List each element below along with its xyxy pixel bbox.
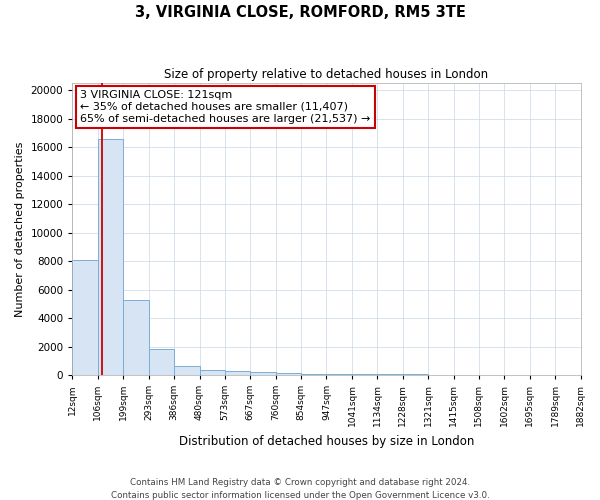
Bar [326, 374, 352, 375]
Bar [275, 373, 301, 375]
Bar [174, 366, 200, 375]
Bar [377, 374, 403, 375]
X-axis label: Distribution of detached houses by size in London: Distribution of detached houses by size … [179, 434, 474, 448]
Bar [123, 300, 149, 375]
Bar [98, 138, 123, 375]
Bar [301, 374, 326, 375]
Bar [73, 260, 98, 375]
Text: 3 VIRGINIA CLOSE: 121sqm
← 35% of detached houses are smaller (11,407)
65% of se: 3 VIRGINIA CLOSE: 121sqm ← 35% of detach… [80, 90, 370, 124]
Text: 3, VIRGINIA CLOSE, ROMFORD, RM5 3TE: 3, VIRGINIA CLOSE, ROMFORD, RM5 3TE [134, 5, 466, 20]
Bar [149, 350, 174, 375]
Bar [200, 370, 225, 375]
Bar [225, 372, 250, 375]
Bar [250, 372, 275, 375]
Y-axis label: Number of detached properties: Number of detached properties [15, 142, 25, 316]
Title: Size of property relative to detached houses in London: Size of property relative to detached ho… [164, 68, 488, 80]
Bar [352, 374, 377, 375]
Text: Contains HM Land Registry data © Crown copyright and database right 2024.
Contai: Contains HM Land Registry data © Crown c… [110, 478, 490, 500]
Bar [403, 374, 428, 375]
